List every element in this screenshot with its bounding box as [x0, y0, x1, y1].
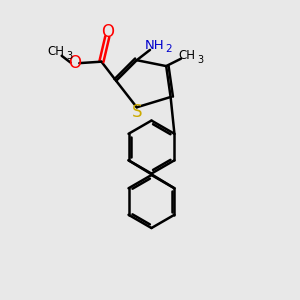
Text: S: S [131, 103, 142, 121]
Text: 3: 3 [67, 51, 73, 61]
Text: 3: 3 [198, 55, 204, 64]
Text: NH: NH [145, 39, 164, 52]
Text: 2: 2 [165, 44, 172, 54]
Text: O: O [68, 53, 81, 71]
Text: CH: CH [47, 45, 64, 58]
Text: CH: CH [178, 49, 195, 62]
Text: O: O [101, 22, 114, 40]
